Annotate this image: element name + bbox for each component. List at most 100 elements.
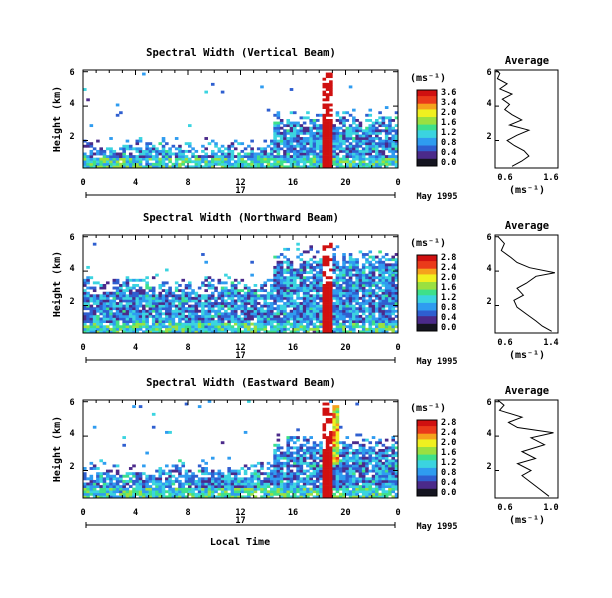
heatmap-cell [92,330,97,334]
heatmap-cell [329,75,333,79]
heatmap-cell [394,474,399,478]
heatmap-cell [181,330,186,334]
heatmap-cell [194,314,199,318]
heatmap-cell [378,482,382,486]
colorbar-swatch [417,433,437,436]
heatmap-cell [83,284,87,287]
heatmap-cell [89,276,94,280]
heatmap-cell [332,438,336,442]
heatmap-cell [325,111,330,115]
heatmap-cell [86,325,90,329]
heatmap-cell [158,142,163,146]
heatmap-cell [335,428,340,432]
heatmap-cell [345,111,350,115]
heatmap-cell [155,157,159,161]
heatmap-cell [201,472,205,476]
heatmap-cell [283,289,287,293]
heatmap-cell [276,162,281,166]
heatmap-cell [224,302,228,305]
heatmap-cell [135,474,140,478]
heatmap-cell [204,325,208,329]
heatmap-cell [112,165,117,169]
heatmap-cell [296,307,300,311]
heatmap-cell [322,139,327,143]
heatmap-cell [243,327,248,331]
colorbar-tick: 0.4 [441,478,456,488]
heatmap-cell [368,147,373,151]
heatmap-cell [115,327,120,331]
heatmap-cell [237,317,241,321]
heatmap-cell [132,314,136,318]
heatmap-cell [256,312,261,316]
heatmap-cell [352,312,356,316]
average-profile [497,399,554,497]
heatmap-cell [299,142,304,146]
heatmap-cell [319,451,323,455]
colorbar-tick: 1.6 [441,448,456,458]
heatmap-cell [352,121,356,125]
heatmap-cell [165,291,169,295]
heatmap-cell [109,330,113,334]
heatmap-cell [348,469,353,473]
heatmap-cell [256,294,261,298]
heatmap-cell [96,157,100,161]
heatmap-cell [381,317,386,321]
heatmap-cell [293,131,297,135]
heatmap-cell [355,464,359,468]
heatmap-cell [89,162,94,166]
heatmap-cell [83,312,87,316]
heatmap-cell [115,157,120,161]
heatmap-cell [105,325,110,329]
heatmap-cell [217,325,222,329]
heatmap-cell [155,312,159,316]
heatmap-cell [96,320,100,323]
heatmap-cell [233,322,238,326]
heatmap-cell [181,289,186,293]
heatmap-cell [355,284,359,287]
heatmap-cell [296,247,300,251]
heatmap-cell [348,142,353,146]
heatmap-cell [381,495,386,499]
heatmap-cell [266,322,271,326]
heatmap-cell [247,294,251,298]
heatmap-cell [171,322,176,326]
heatmap-cell [188,160,192,164]
heatmap-cell [217,309,222,313]
heatmap-cell [332,309,336,313]
heatmap-cell [247,152,251,156]
heatmap-cell [309,446,313,450]
heatmap-cell [260,147,264,151]
colorbar-swatch [417,435,437,438]
heatmap-cell [119,479,123,483]
heatmap-cell [368,134,373,138]
heatmap-cell [355,271,359,274]
heatmap-cell [214,304,218,308]
date-right-label: May 1995 [417,192,458,202]
heatmap-cell [178,492,182,496]
heatmap-cell [253,294,258,298]
heatmap-cell [145,276,149,280]
heatmap-cell [332,134,336,138]
heatmap-cell [325,322,330,326]
heatmap-cell [358,296,363,300]
heatmap-cell [178,304,182,308]
heatmap-cell [335,307,340,311]
heatmap-cell [306,157,310,161]
heatmap-cell [394,472,399,476]
heatmap-cell [112,320,117,323]
heatmap-cell [171,304,176,308]
heatmap-cell [299,320,304,323]
heatmap-cell [83,314,87,318]
heatmap-cell [217,304,222,308]
heatmap-cell [378,307,382,311]
heatmap-cell [171,299,176,303]
heatmap-cell [138,302,143,305]
colorbar-swatch [417,116,437,119]
heatmap-cell [361,449,366,452]
heatmap-cell [207,276,212,280]
heatmap-cell [315,263,320,267]
heatmap-cell [260,472,264,476]
heatmap-cell [345,296,350,300]
heatmap-cell [217,317,222,321]
heatmap-cell [276,155,281,158]
